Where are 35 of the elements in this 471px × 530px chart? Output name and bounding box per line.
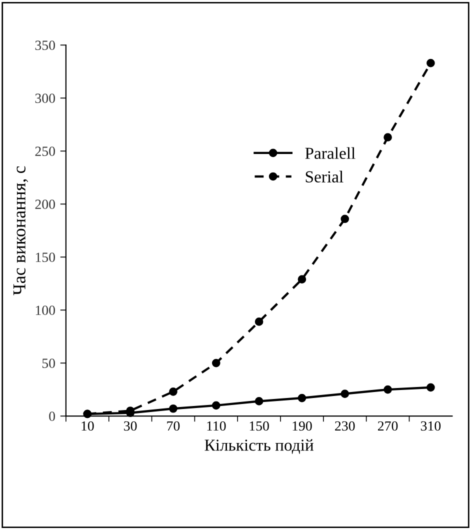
y-tick-label: 200: [35, 200, 55, 210]
y-tick-label: 0: [49, 412, 55, 422]
point: [254, 397, 264, 406]
y-tick-label: 300: [35, 94, 55, 104]
y-tick-label: 250: [35, 146, 55, 156]
x-tick-label: 30: [124, 421, 137, 431]
x-tick-label: 230: [335, 421, 355, 431]
point: [384, 133, 392, 142]
y-tick-label: 150: [36, 252, 55, 262]
y-tick-label: 100: [36, 306, 55, 316]
y-tick-label: 350: [35, 40, 55, 50]
x-tick-label: 10: [82, 421, 94, 431]
x-tick-label: 270: [378, 421, 398, 431]
point: [169, 404, 178, 413]
x-axis-title: Кількість подій: [204, 439, 314, 454]
legend-label: Serial: [306, 170, 344, 182]
x-tick-label: 150: [250, 421, 269, 431]
point: [384, 385, 392, 394]
point: [212, 401, 220, 410]
point: [340, 214, 350, 224]
point: [298, 275, 306, 284]
y-axis-title: Час виконання, с: [13, 166, 28, 296]
x-tick-label: 310: [420, 421, 441, 431]
point: [212, 358, 220, 368]
x-tick-label: 110: [207, 421, 226, 431]
point: [340, 390, 350, 398]
point: [426, 383, 435, 392]
point: [298, 394, 306, 402]
point: [254, 318, 264, 326]
point: [169, 388, 178, 396]
x-tick-label: 190: [292, 421, 312, 431]
legend-label: Paralell: [305, 147, 356, 159]
y-tick-label: 50: [42, 358, 55, 368]
point: [426, 58, 435, 68]
x-tick-label: 70: [167, 421, 180, 431]
